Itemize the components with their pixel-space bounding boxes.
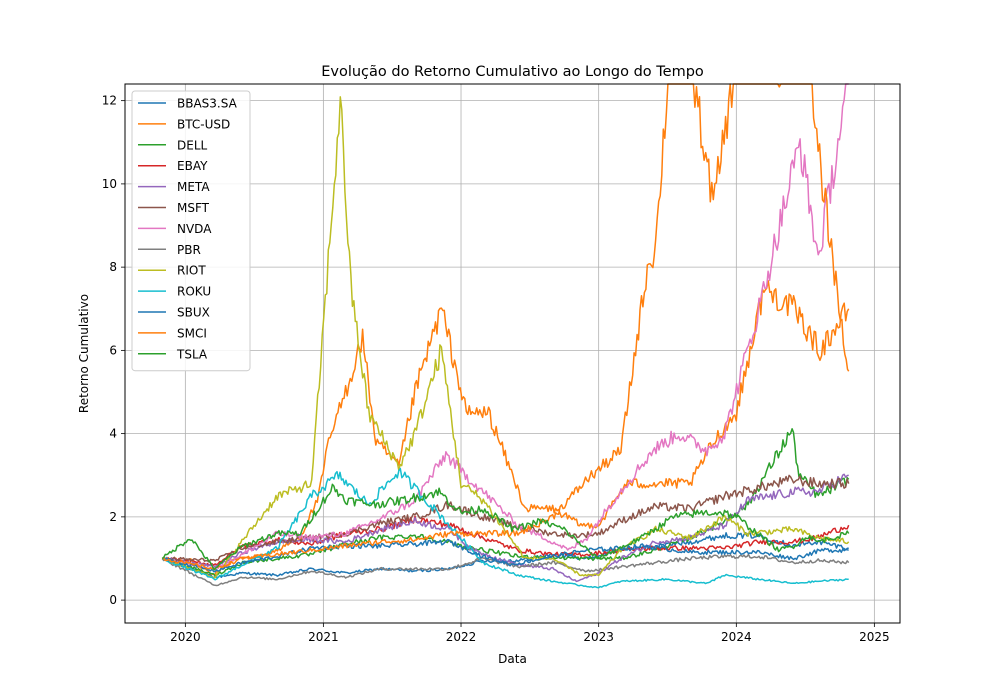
x-tick-label: 2021 — [308, 630, 339, 644]
legend-entry: NVDA — [177, 222, 212, 236]
y-tick-label: 12 — [102, 94, 117, 108]
y-tick-label: 2 — [109, 510, 117, 524]
y-tick-label: 0 — [109, 593, 117, 607]
legend-box — [131, 90, 251, 372]
series-line-sbux — [162, 538, 849, 573]
x-tick-label: 2022 — [446, 630, 477, 644]
legend-entry: TSLA — [176, 347, 208, 361]
x-tick-label: 2024 — [721, 630, 752, 644]
legend-entry: MSFT — [177, 201, 210, 215]
x-tick-label: 2025 — [859, 630, 890, 644]
series-line-btc-usd — [161, 280, 850, 576]
series-line-msft — [162, 474, 850, 563]
legend-entry: DELL — [177, 138, 208, 152]
chart-title: Evolução do Retorno Cumulativo ao Longo … — [321, 64, 704, 80]
legend-entry: BBAS3.SA — [177, 97, 238, 111]
y-tick-label: 4 — [109, 427, 117, 441]
y-tick-label: 6 — [109, 343, 117, 357]
y-axis-label: Retorno Cumulativo — [77, 294, 91, 413]
x-axis-label: Data — [498, 652, 527, 666]
plot-frame — [124, 83, 901, 624]
y-tick-label: 8 — [109, 260, 117, 274]
series-line-tsla — [161, 483, 850, 571]
y-tick-label: 10 — [102, 177, 117, 191]
x-tick-label: 2023 — [583, 630, 614, 644]
x-tick-label: 2020 — [170, 630, 201, 644]
legend: BBAS3.SA BTC-USD DELL EBAY META MSFT NVDA PBR RI… — [131, 90, 251, 372]
y-axis-ticks: 0 2 4 6 8 10 12 — [102, 94, 125, 607]
legend-entry: META — [177, 180, 210, 194]
legend-entry: SMCI — [177, 326, 207, 340]
legend-entry: SBUX — [177, 306, 210, 320]
legend-entry: PBR — [177, 243, 201, 257]
x-axis-ticks: 2020 2021 2022 2023 2024 2025 — [170, 623, 890, 644]
legend-entry: BTC-USD — [177, 117, 230, 131]
series-lines — [161, 83, 850, 589]
series-line-roku — [162, 467, 849, 589]
legend-entry: ROKU — [177, 285, 211, 299]
legend-entry: EBAY — [177, 159, 208, 173]
legend-entry: RIOT — [177, 264, 206, 278]
series-line-riot — [162, 96, 850, 579]
